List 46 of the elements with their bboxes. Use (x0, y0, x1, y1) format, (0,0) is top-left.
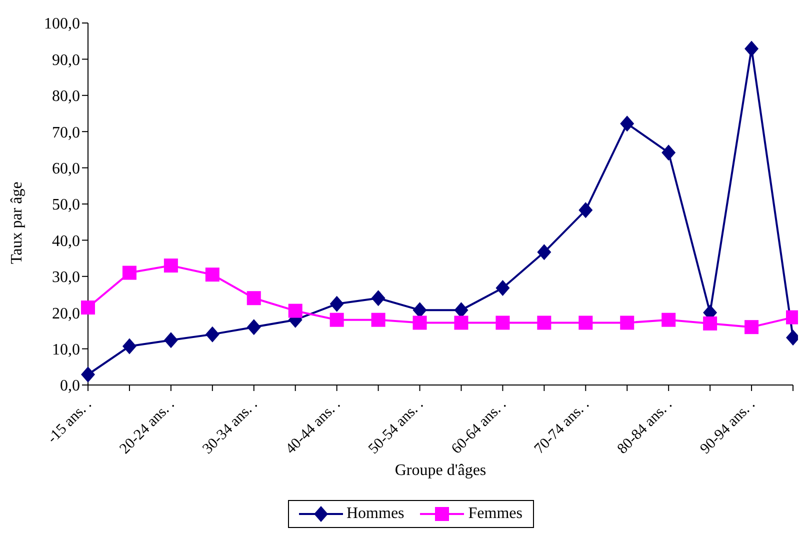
y-tick-label: 20,0 (52, 305, 80, 322)
point (246, 319, 261, 336)
point (164, 332, 178, 348)
y-tick-label: 100,0 (44, 16, 80, 33)
point (620, 116, 634, 132)
point (744, 320, 759, 334)
y-tick-label: 50,0 (52, 196, 80, 214)
point (371, 290, 386, 306)
point (620, 316, 634, 330)
point (288, 304, 302, 318)
point (744, 40, 759, 57)
point (578, 202, 593, 218)
point (246, 291, 261, 306)
x-tick-label: -15 ans. . (44, 396, 95, 447)
y-tick-label: 60,0 (52, 160, 80, 178)
point (122, 338, 136, 354)
y-tick-label: 70,0 (52, 124, 80, 142)
point (537, 316, 552, 330)
point (662, 312, 676, 327)
y-tick-label: 80,0 (52, 88, 80, 106)
x-axis-title: Groupe d'âges (394, 462, 486, 479)
point (371, 312, 386, 327)
point (205, 326, 220, 342)
y-tick-label: 10,0 (52, 341, 80, 358)
point (205, 268, 220, 282)
point (662, 144, 676, 161)
legend-label: Femmes (467, 505, 522, 523)
y-tick-label: 40,0 (52, 232, 80, 250)
point (81, 366, 95, 382)
legend-label: Hommes (346, 505, 404, 523)
point (122, 266, 136, 280)
point (537, 244, 552, 260)
point (703, 316, 718, 330)
y-tick-label: 30,0 (52, 269, 80, 286)
point (81, 300, 95, 315)
point (578, 316, 593, 330)
point (330, 296, 344, 312)
point (496, 316, 510, 330)
point (454, 316, 468, 330)
y-tick-label: 0,0 (60, 378, 80, 395)
point (496, 280, 510, 296)
y-tick-label: 90,0 (52, 52, 80, 69)
point (330, 312, 344, 327)
point (412, 316, 427, 330)
y-axis-title: Taux par âge (8, 182, 26, 264)
point (164, 258, 178, 273)
